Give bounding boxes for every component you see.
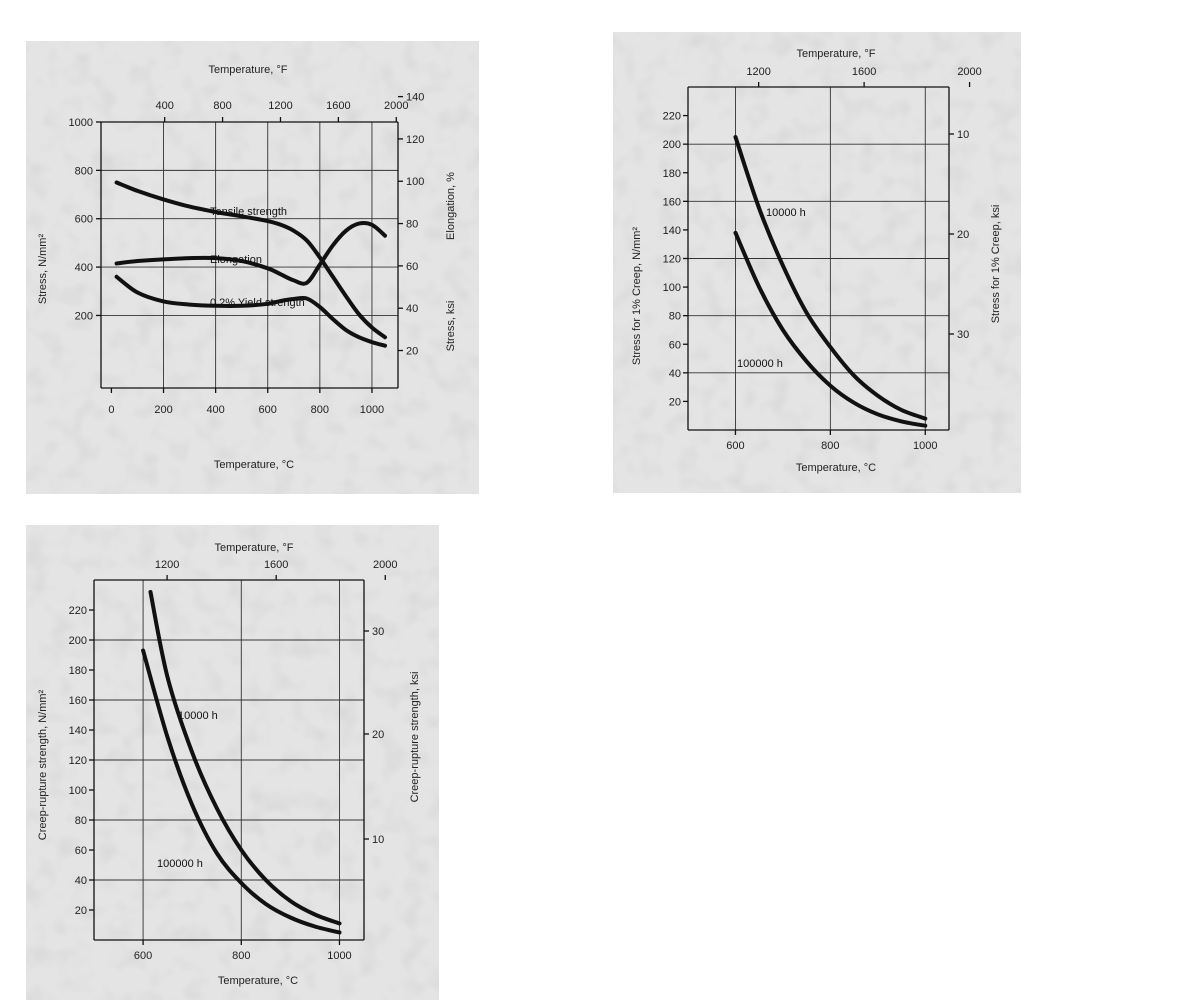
series-label-tensile: Tensile strength <box>210 206 287 218</box>
bottom-axis-label: Temperature, °C <box>796 462 876 474</box>
left-tick-label: 180 <box>69 665 87 677</box>
top-tick-label: 400 <box>156 100 174 112</box>
left-tick-label: 100 <box>69 785 87 797</box>
series-line-1 <box>114 180 387 340</box>
bottom-tick-label: 1000 <box>360 404 384 416</box>
chart-panel-tensile: 0 200 400 600 800 1000 400 800 1200 1600 2000 200 40… <box>26 41 479 494</box>
left-tick-label: 80 <box>75 815 87 827</box>
bottom-tick-label: 800 <box>232 950 250 962</box>
left-tick-label: 60 <box>669 339 681 351</box>
top-axis-label: Temperature, °F <box>215 542 294 554</box>
left-tick-label: 40 <box>669 368 681 380</box>
series-label-yield: 0.2% Yield strength <box>210 297 305 309</box>
right-tick-label: 120 <box>406 134 424 146</box>
left-tick-label: 160 <box>663 196 681 208</box>
top-tick-label: 800 <box>213 100 231 112</box>
bottom-tick-label: 0 <box>108 404 114 416</box>
top-tick-label: 1600 <box>264 559 288 571</box>
left-tick-label: 20 <box>75 905 87 917</box>
series-line-3 <box>114 274 387 348</box>
left-axis-label: Stress for 1% Creep, N/mm² <box>631 227 643 365</box>
rupture-chart-svg: 600 800 1000 1200 1600 2000 20 40 60 80 100 120 140 1… <box>26 525 439 1000</box>
series-label-elongation: Elongation <box>210 254 262 266</box>
left-tick-label: 1000 <box>69 117 93 129</box>
left-tick-label: 220 <box>69 605 87 617</box>
left-tick-label: 120 <box>69 755 87 767</box>
left-tick-label: 100 <box>663 282 681 294</box>
top-tick-label: 1200 <box>268 100 292 112</box>
top-tick-label: 1600 <box>326 100 350 112</box>
tensile-chart-svg: 0 200 400 600 800 1000 400 800 1200 1600 2000 200 40… <box>26 41 479 494</box>
right-tick-label: 10 <box>372 834 384 846</box>
series-label-10000h: 10000 h <box>766 207 806 219</box>
right-axis-label: Creep-rupture strength, ksi <box>409 672 421 803</box>
right-tick-label: 20 <box>372 729 384 741</box>
right-axis-label-stress: Stress, ksi <box>445 301 457 352</box>
series-line-2 <box>141 648 342 935</box>
bottom-tick-label: 1000 <box>327 950 351 962</box>
right-tick-label: 80 <box>406 219 418 231</box>
bottom-tick-label: 600 <box>259 404 277 416</box>
bottom-axis-label: Temperature, °C <box>214 459 294 471</box>
left-tick-label: 40 <box>75 875 87 887</box>
bottom-tick-label: 800 <box>311 404 329 416</box>
right-tick-label: 40 <box>406 303 418 315</box>
bottom-tick-label: 1000 <box>913 440 937 452</box>
top-tick-label: 2000 <box>373 559 397 571</box>
left-tick-label: 60 <box>75 845 87 857</box>
bottom-tick-label: 800 <box>821 440 839 452</box>
right-tick-label: 20 <box>957 229 969 241</box>
bottom-tick-label: 400 <box>206 404 224 416</box>
series-line-1 <box>733 135 928 421</box>
top-tick-label: 2000 <box>384 100 408 112</box>
top-tick-label: 2000 <box>957 66 981 78</box>
right-tick-label: 30 <box>957 329 969 341</box>
left-tick-label: 220 <box>663 111 681 123</box>
series-line-2 <box>733 230 928 428</box>
series-label-10000h: 10000 h <box>178 710 218 722</box>
left-tick-label: 180 <box>663 168 681 180</box>
series-line-1 <box>148 590 342 926</box>
bottom-tick-label: 600 <box>726 440 744 452</box>
right-tick-label: 60 <box>406 261 418 273</box>
left-axis-label: Creep-rupture strength, N/mm² <box>37 689 49 840</box>
series-label-100000h: 100000 h <box>737 358 783 370</box>
left-tick-label: 140 <box>69 725 87 737</box>
left-tick-label: 400 <box>75 262 93 274</box>
top-tick-label: 1600 <box>852 66 876 78</box>
top-tick-label: 1200 <box>746 66 770 78</box>
left-axis-label: Stress, N/mm² <box>37 234 49 305</box>
top-axis-label: Temperature, °F <box>797 48 876 60</box>
chart-panel-creep: 600 800 1000 1200 1600 2000 20 40 60 80 100 120 140 1… <box>613 32 1021 493</box>
left-tick-label: 140 <box>663 225 681 237</box>
bottom-tick-label: 600 <box>134 950 152 962</box>
right-tick-label: 20 <box>406 346 418 358</box>
top-tick-label: 1200 <box>155 559 179 571</box>
series-label-100000h: 100000 h <box>157 858 203 870</box>
right-tick-label: 30 <box>372 626 384 638</box>
left-tick-label: 600 <box>75 214 93 226</box>
left-tick-label: 200 <box>663 139 681 151</box>
right-axis-label-elongation: Elongation, % <box>445 172 457 240</box>
left-tick-label: 20 <box>669 396 681 408</box>
bottom-axis-label: Temperature, °C <box>218 975 298 987</box>
bottom-tick-label: 200 <box>154 404 172 416</box>
chart-panel-rupture: 600 800 1000 1200 1600 2000 20 40 60 80 100 120 140 1… <box>26 525 439 1000</box>
left-tick-label: 200 <box>69 635 87 647</box>
right-tick-label: 10 <box>957 129 969 141</box>
left-tick-label: 160 <box>69 695 87 707</box>
series-line-2 <box>114 221 387 286</box>
top-axis-label: Temperature, °F <box>209 64 288 76</box>
right-axis-label: Stress for 1% Creep, ksi <box>990 205 1002 324</box>
left-tick-label: 120 <box>663 254 681 266</box>
right-tick-label: 140 <box>406 92 424 104</box>
creep-chart-svg: 600 800 1000 1200 1600 2000 20 40 60 80 100 120 140 1… <box>613 32 1021 493</box>
left-tick-label: 200 <box>75 310 93 322</box>
left-tick-label: 80 <box>669 311 681 323</box>
left-tick-label: 800 <box>75 165 93 177</box>
right-tick-label: 100 <box>406 176 424 188</box>
